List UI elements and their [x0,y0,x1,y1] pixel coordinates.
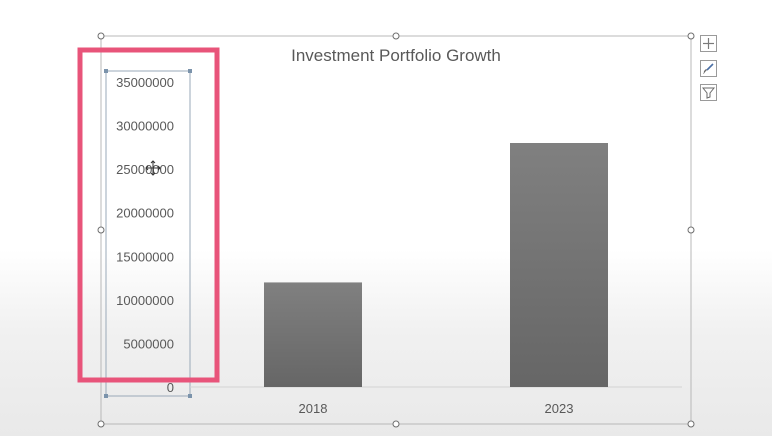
y-tick-label: 35000000 [116,75,174,90]
x-category-label: 2023 [545,401,574,416]
handle-bottom-left[interactable] [97,420,105,428]
y-tick-label: 5000000 [123,336,174,351]
chart-styles-button[interactable] [700,60,717,77]
chart-area-handles[interactable] [97,32,695,428]
handle-mid-right[interactable] [687,226,695,234]
y-tick-label: 10000000 [116,293,174,308]
move-cursor-icon [145,160,161,176]
chart-title: Investment Portfolio Growth [291,46,501,65]
plus-icon [703,38,714,49]
axis-handle-bottom-left[interactable] [104,394,108,398]
y-tick-label: 25000000 [116,162,174,177]
axis-handle-top-right[interactable] [188,69,192,73]
handle-top-right[interactable] [687,32,695,40]
axis-handle-bottom-right[interactable] [188,394,192,398]
chart-filters-button[interactable] [700,84,717,101]
chart-elements-button[interactable] [700,35,717,52]
axis-highlight-box [77,47,220,383]
brush-icon [703,63,714,74]
filter-icon [701,87,716,99]
handle-top-left[interactable] [97,32,105,40]
bar[interactable] [264,282,362,387]
y-axis-selection-handles[interactable] [104,69,192,398]
y-axis-tick-labels[interactable]: 0 5000000 10000000 15000000 20000000 25000000… [116,75,174,395]
handle-bottom-right[interactable] [687,420,695,428]
handle-mid-left[interactable] [97,226,105,234]
y-tick-label: 15000000 [116,249,174,264]
axis-handle-top-left[interactable] [104,69,108,73]
y-tick-label: 30000000 [116,119,174,134]
y-axis-selection-box[interactable] [105,70,191,397]
handle-bottom-mid[interactable] [392,420,400,428]
bar-series[interactable] [264,143,608,387]
bar[interactable] [510,143,608,387]
handle-top-mid[interactable] [392,32,400,40]
x-axis-category-labels[interactable]: 2018 2023 [299,401,574,416]
y-tick-label: 0 [167,380,174,395]
x-category-label: 2018 [299,401,328,416]
y-tick-label: 20000000 [116,206,174,221]
